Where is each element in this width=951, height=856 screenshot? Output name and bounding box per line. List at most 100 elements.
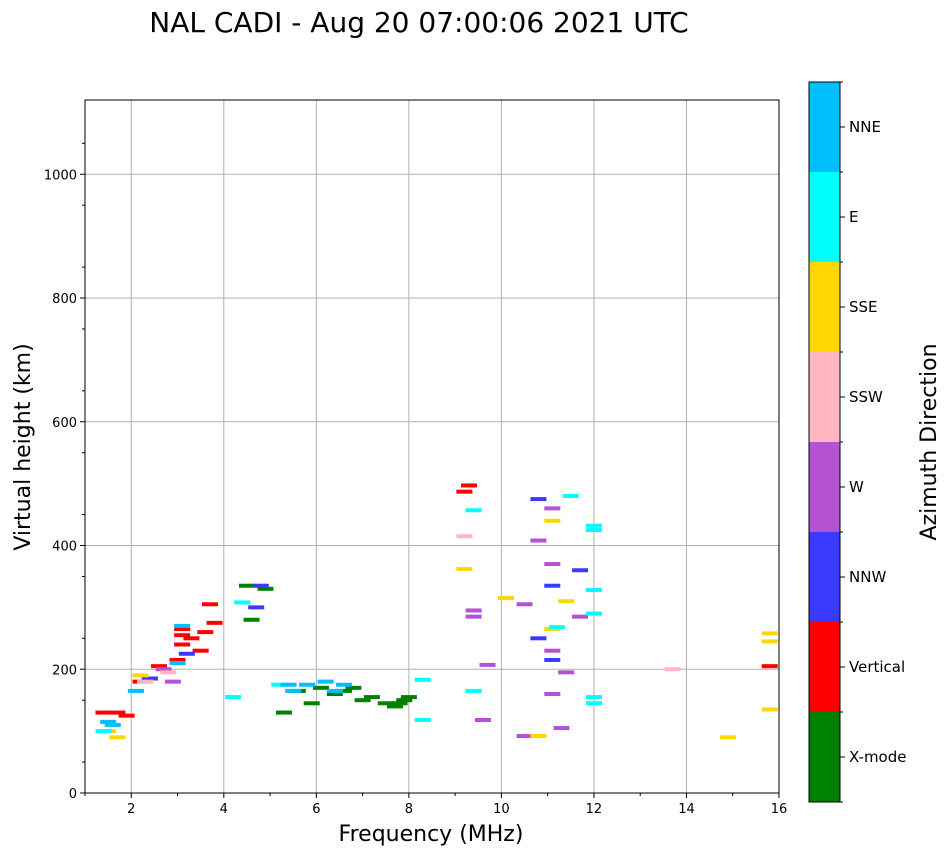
data-point [326,688,343,693]
data-point [127,688,144,693]
data-point [461,483,478,488]
data-point [336,688,353,693]
data-point [248,605,265,610]
plot-area [85,100,779,793]
data-point [400,695,417,700]
y-tick-label: 0 [69,787,77,802]
data-point [585,588,602,593]
data-point [761,631,778,636]
x-tick-label: 8 [405,802,413,817]
data-point [585,523,602,528]
data-point [562,494,579,498]
x-tick-label: 2 [127,802,135,817]
data-point [95,710,112,715]
data-point [141,676,158,681]
colorbar-label: W [849,478,864,496]
data-point [391,701,408,706]
data-point [465,608,482,613]
data-point [456,567,473,572]
colorbar-title: Azimuth Direction [917,343,942,540]
data-point [572,614,589,619]
data-point [544,518,561,523]
data-point [151,664,168,669]
data-point [544,562,561,567]
colorbar-swatch [809,262,840,352]
y-tick-label: 200 [52,663,77,678]
data-point [585,695,602,700]
data-point [386,704,403,709]
data-point [465,688,482,693]
data-point [336,682,353,687]
data-point [516,734,533,739]
data-point [761,707,778,712]
data-point [761,639,778,644]
x-tick-label: 14 [678,802,695,817]
data-point [164,679,181,684]
data-point [516,602,533,607]
data-point [664,667,681,672]
data-point [109,710,126,715]
chart-title: NAL CADI - Aug 20 07:00:06 2021 UTC [149,6,688,39]
data-point [234,600,251,605]
y-tick-label: 800 [52,292,77,307]
data-point [474,717,491,722]
data-point [396,698,413,703]
data-point [465,614,482,619]
data-point [544,648,561,653]
data-point [206,620,223,625]
data-point [201,602,218,607]
data-point [572,568,589,573]
y-axis-title: Virtual height (km) [11,343,36,550]
data-point [530,734,547,739]
data-point [585,611,602,616]
data-point [197,630,214,635]
data-point [95,729,112,734]
x-tick-label: 4 [220,802,228,817]
data-point [238,583,255,588]
y-tick-label: 600 [52,416,77,431]
data-point [544,657,561,662]
data-point [169,657,186,662]
colorbar-swatch [809,712,840,802]
colorbar-swatch [809,622,840,712]
data-point [530,538,547,543]
colorbar-label: NNE [849,118,881,136]
x-tick-label: 12 [586,802,603,817]
data-point [761,664,778,669]
data-point [174,627,191,632]
colorbar-label: X-mode [849,748,906,766]
data-point [558,670,575,675]
colorbar-frame [808,81,841,803]
data-point [225,695,242,700]
data-point [104,722,121,727]
data-point [363,695,380,700]
data-point [169,661,186,666]
data-point [317,679,334,684]
data-point [326,692,343,696]
y-tick-label: 1000 [44,168,77,183]
data-point [118,713,135,718]
colorbar-swatch [809,352,840,442]
data-point [271,682,288,687]
x-tick-label: 16 [771,802,788,817]
data-point [100,719,117,724]
data-point [303,701,320,706]
data-point [174,633,191,638]
data-point [530,497,547,502]
data-point [414,717,431,722]
colorbar-swatch [809,442,840,532]
colorbar: X-mode Vertical NNW W SSW SSE E NNE [808,81,906,803]
colorbar-label: SSW [849,388,883,406]
data-point [345,685,362,690]
data-point [498,596,515,601]
colorbar-swatch [809,82,840,172]
data-point [132,673,149,678]
data-point [558,599,575,604]
data-point [544,692,561,696]
data-marks [95,483,778,740]
data-point [585,528,602,533]
data-point [174,642,191,647]
data-point [479,662,496,667]
axes: 2 4 6 8 10 12 14 16 0 200 400 600 800 1000 [44,99,788,817]
data-point [109,735,126,740]
